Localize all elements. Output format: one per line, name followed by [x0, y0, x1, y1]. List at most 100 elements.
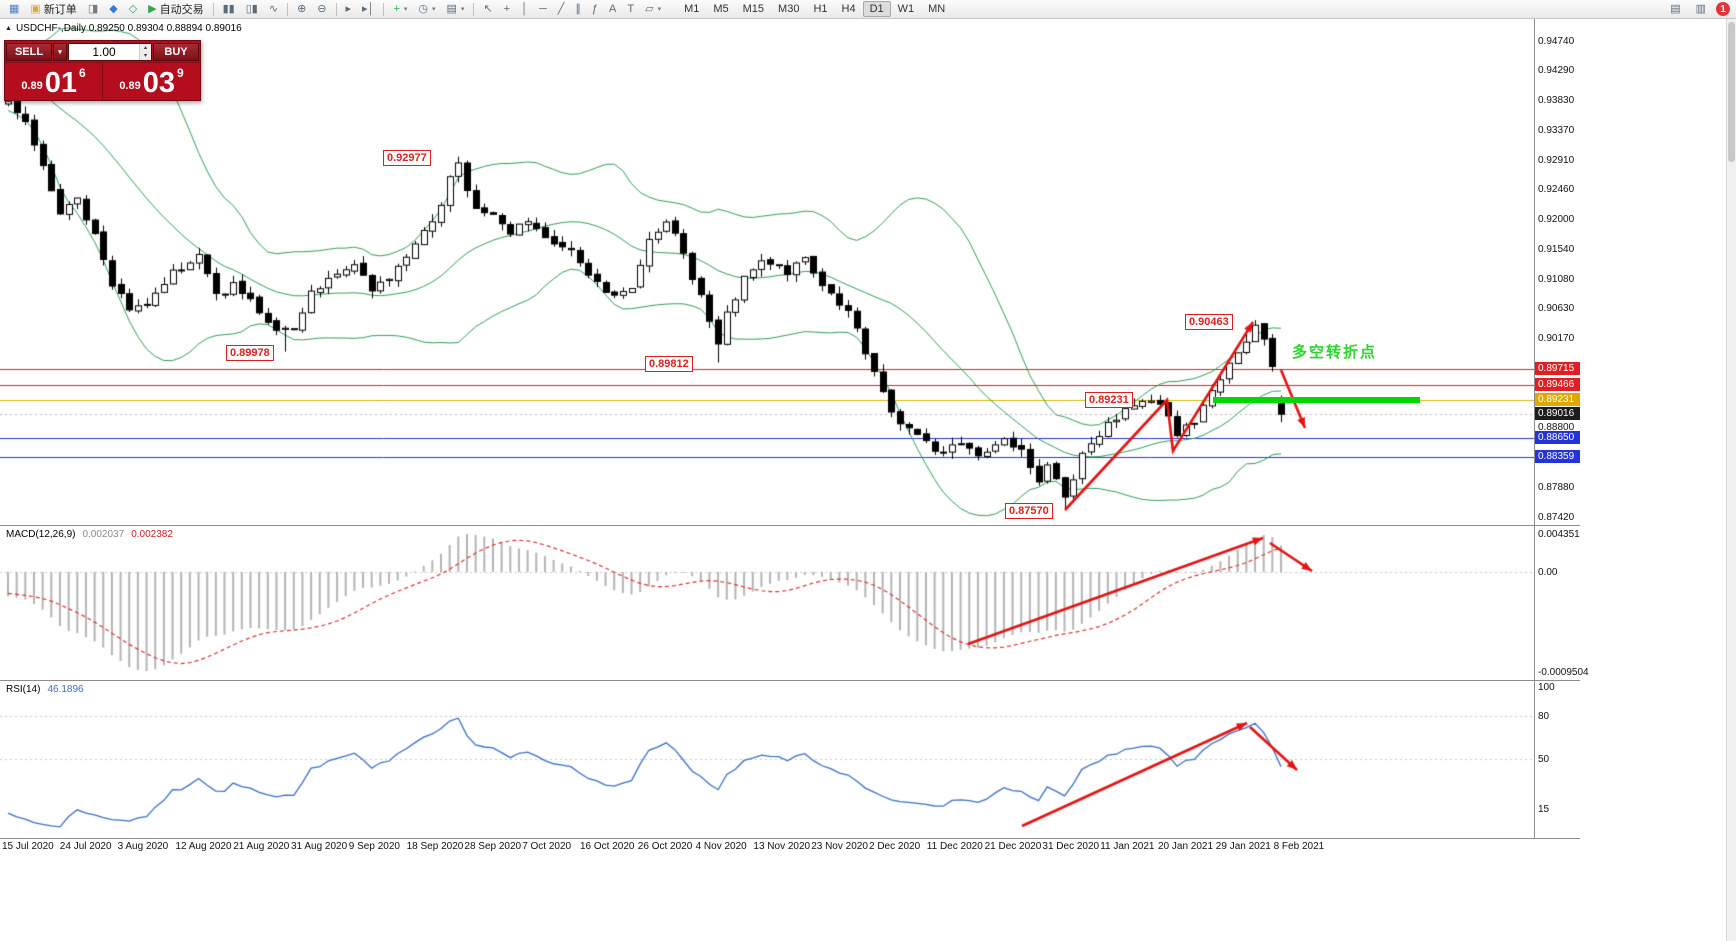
crosshair-icon[interactable]: + — [499, 1, 515, 18]
panel-separator-rsi[interactable] — [0, 680, 1580, 681]
toolbar-separator — [473, 2, 475, 16]
zoom-in-glyph: ⊕ — [297, 2, 307, 15]
price-axis-tag: 0.89715 — [1535, 361, 1580, 375]
periods-icon[interactable]: ◷ ▾ — [413, 1, 440, 18]
buy-button[interactable]: BUY — [153, 42, 199, 61]
line-chart-icon[interactable]: ∿ — [264, 1, 283, 18]
time-axis-label: 16 Oct 2020 — [580, 841, 635, 852]
chart-shift-icon[interactable]: ▸│ — [357, 1, 379, 18]
timeframe-mn[interactable]: MN — [928, 3, 946, 15]
sell-button[interactable]: SELL — [6, 42, 52, 61]
price-axis-label: 0.92910 — [1538, 155, 1575, 166]
price-axis-tag: 0.88359 — [1535, 449, 1580, 463]
trendline-icon[interactable]: ╱ — [553, 1, 570, 18]
bar-chart-icon[interactable]: ▮▮ — [218, 1, 240, 18]
label-icon[interactable]: T — [622, 1, 639, 18]
text-icon[interactable]: A — [604, 1, 621, 18]
notification-badge[interactable]: 1 — [1716, 2, 1730, 16]
navigator-icon[interactable]: ◇ — [124, 1, 142, 18]
swing-price-label[interactable]: 0.89231 — [1085, 392, 1133, 408]
panel-separator-macd[interactable] — [0, 525, 1580, 526]
volume-spinner: ▴ ▾ — [139, 43, 151, 60]
new-chart-icon[interactable]: ▦ — [4, 1, 24, 18]
new-order-button[interactable]: ▣ 新订单 — [25, 1, 81, 18]
rsi-name: RSI(14) — [6, 684, 41, 695]
fibonacci-icon[interactable]: ƒ — [587, 1, 603, 18]
templates-icon[interactable]: ▤ ▾ — [442, 1, 470, 18]
crosshair-glyph: + — [503, 2, 511, 15]
macd-panel-canvas[interactable] — [0, 526, 1534, 679]
swing-price-label[interactable]: 0.92977 — [383, 150, 431, 166]
macd-axis-zero: 0.00 — [1538, 566, 1558, 578]
macd-indicator-label: MACD(12,26,9) 0.002037 0.002382 — [6, 529, 173, 540]
rsi-indicator-label: RSI(14) 46.1896 — [6, 684, 84, 695]
swing-price-label[interactable]: 0.89978 — [226, 345, 274, 361]
vertical-scrollbar[interactable] — [1726, 19, 1736, 941]
zoom-out-icon[interactable]: ⊖ — [312, 1, 331, 18]
order-type-dropdown[interactable]: ▾ — [53, 42, 67, 61]
turning-point-note[interactable]: 多空转折点 — [1292, 344, 1378, 361]
chart-profiles-icon[interactable]: ◨ — [83, 1, 103, 18]
price-axis-label: 0.91540 — [1538, 244, 1575, 256]
channel-icon[interactable]: ∥ — [570, 1, 586, 18]
ask-price[interactable]: 0.89 03 9 — [103, 63, 200, 100]
alerts-panel-icon[interactable]: ▥ — [1691, 1, 1711, 18]
auto-scroll-icon[interactable]: ▸ — [341, 1, 357, 18]
volume-up-button[interactable]: ▴ — [140, 43, 151, 52]
time-axis-label: 21 Dec 2020 — [984, 841, 1042, 852]
zoom-in-icon[interactable]: ⊕ — [292, 1, 311, 18]
timeframe-h4[interactable]: H4 — [841, 3, 856, 15]
price-axis-label: 0.88800 — [1538, 422, 1575, 434]
text-glyph: A — [609, 2, 617, 15]
timeframe-m5[interactable]: M5 — [713, 3, 729, 15]
macd-axis-max: 0.004351 — [1538, 529, 1580, 540]
market-watch-icon[interactable]: ◆ — [104, 1, 122, 18]
chart-shift-glyph: ▸│ — [362, 2, 375, 15]
bid-price-pip: 6 — [79, 66, 86, 80]
horizontal-line-glyph: ─ — [538, 2, 547, 15]
timeframe-m30[interactable]: M30 — [778, 3, 800, 15]
ask-price-prefix: 0.89 — [119, 80, 141, 92]
scrollbar-thumb[interactable] — [1728, 22, 1735, 162]
swing-price-label[interactable]: 0.90463 — [1185, 314, 1233, 330]
vertical-line-icon[interactable]: │ — [516, 1, 533, 18]
periods-glyph: ◷ — [418, 2, 428, 15]
timeframe-h1[interactable]: H1 — [813, 3, 828, 15]
volume-input[interactable] — [69, 44, 139, 59]
trendline-glyph: ╱ — [557, 2, 565, 15]
indicators-icon[interactable]: + ▾ — [388, 1, 412, 18]
timeframe-group: M1 M5 M15 M30 H1 H4 D1 W1 MN — [677, 1, 952, 17]
autotrading-button-label: 自动交易 — [159, 4, 204, 16]
bid-price[interactable]: 0.89 01 6 — [5, 63, 102, 100]
templates-icon-caret[interactable]: ▾ — [460, 6, 465, 13]
timeframe-m1[interactable]: M1 — [684, 3, 700, 15]
shapes-icon-caret[interactable]: ▾ — [657, 6, 662, 13]
indicators-icon-caret[interactable]: ▾ — [403, 6, 408, 13]
timeframe-w1[interactable]: W1 — [897, 3, 915, 15]
swing-price-label[interactable]: 0.89812 — [645, 356, 693, 372]
price-divider — [102, 63, 103, 100]
indicators-glyph: + — [393, 2, 400, 15]
new-chart-glyph: ▦ — [9, 2, 20, 15]
cursor-icon[interactable]: ↖ — [478, 1, 497, 18]
chart-dock-icon-glyph: ▤ — [1670, 2, 1681, 15]
candlestick-chart-icon[interactable]: ▯▮ — [241, 1, 263, 18]
time-axis-separator — [0, 838, 1580, 839]
swing-price-label[interactable]: 0.87570 — [1005, 503, 1053, 519]
rsi-axis-label: 80 — [1538, 710, 1550, 722]
chart-dock-icon[interactable]: ▤ — [1665, 1, 1685, 18]
trade-panel-toggle-icon[interactable]: ▲ — [5, 25, 12, 32]
timeframe-d1[interactable]: D1 — [862, 1, 891, 17]
rsi-panel-canvas[interactable] — [0, 681, 1534, 837]
price-chart-canvas[interactable] — [0, 19, 1534, 525]
shapes-icon[interactable]: ▱ ▾ — [640, 1, 666, 18]
autotrading-button[interactable]: ▶ 自动交易 — [143, 1, 208, 18]
macd-axis-min: -0.0009504 — [1538, 667, 1589, 678]
periods-icon-caret[interactable]: ▾ — [432, 6, 436, 13]
turning-point-line[interactable] — [1213, 397, 1420, 403]
volume-down-button[interactable]: ▾ — [140, 51, 151, 60]
price-axis-label: 0.87420 — [1538, 512, 1575, 524]
timeframe-m15[interactable]: M15 — [742, 3, 765, 15]
horizontal-line-icon[interactable]: ─ — [534, 1, 552, 18]
rsi-axis-label: 50 — [1538, 754, 1550, 765]
